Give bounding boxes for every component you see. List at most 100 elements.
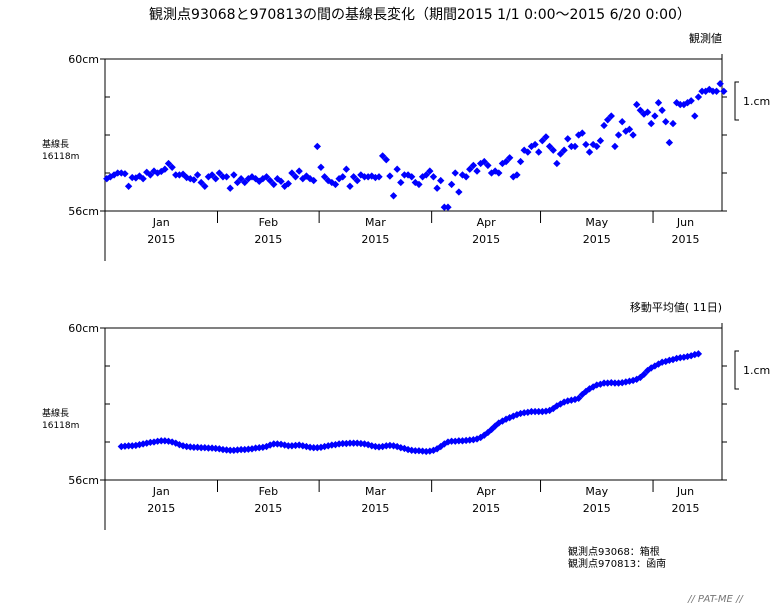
data-point — [212, 175, 220, 183]
data-point — [451, 169, 459, 177]
data-point — [556, 150, 565, 158]
panel-title: 観測値 — [689, 31, 722, 45]
data-point — [237, 175, 245, 183]
data-point — [611, 142, 619, 151]
scale-label: 1.cm — [743, 364, 770, 377]
year-label: 2015 — [672, 233, 700, 246]
data-point — [480, 157, 488, 166]
year-label: 2015 — [254, 233, 282, 246]
data-point — [295, 167, 303, 175]
ytick-label-top: 60cm — [68, 322, 99, 335]
data-point — [215, 169, 224, 177]
month-label: Jun — [676, 216, 694, 229]
data-point — [447, 180, 456, 189]
data-point — [665, 138, 674, 147]
data-point — [582, 140, 590, 149]
data-point — [433, 184, 441, 192]
data-point — [375, 173, 383, 181]
panel-title: 移動平均値( 11日) — [630, 300, 722, 314]
year-label: 2015 — [254, 502, 282, 515]
year-label: 2015 — [583, 502, 611, 515]
data-point — [578, 129, 586, 137]
data-point — [386, 172, 394, 180]
ytick-label-bottom: 56cm — [68, 474, 99, 487]
data-point — [164, 159, 173, 168]
data-point — [495, 169, 503, 177]
year-label: 2015 — [472, 233, 500, 246]
data-point — [208, 171, 216, 179]
data-point — [614, 131, 623, 139]
data-point — [545, 142, 554, 151]
pat-me-logo: // PAT-ME // — [687, 594, 744, 605]
data-point — [429, 173, 438, 181]
ytick-label-top: 60cm — [68, 53, 99, 66]
y-axis-label: 基線長 — [42, 138, 69, 150]
station-2-label: 観測点970813：函南 — [568, 557, 666, 570]
data-point — [320, 173, 329, 181]
data-point — [408, 173, 416, 181]
data-point — [146, 171, 155, 179]
data-point — [222, 173, 231, 181]
year-label: 2015 — [147, 233, 175, 246]
data-point — [535, 148, 543, 156]
chart-title: 観測点93068と970813の間の基線長変化（期間2015 1/1 0:00〜… — [149, 6, 691, 23]
data-point — [564, 135, 572, 143]
data-point — [618, 118, 626, 126]
month-label: May — [585, 485, 608, 498]
data-point — [226, 184, 234, 192]
data-point — [124, 182, 133, 190]
data-point — [342, 165, 351, 173]
data-point — [600, 121, 608, 130]
data-point — [168, 163, 176, 171]
data-point — [694, 350, 703, 358]
data-point — [524, 148, 532, 156]
y-axis-sublabel: 16118m — [42, 152, 79, 162]
data-point — [262, 173, 271, 181]
data-point — [121, 170, 129, 178]
data-point — [669, 119, 677, 128]
data-point — [640, 370, 648, 379]
data-point — [633, 100, 641, 109]
ytick-label-bottom: 56cm — [68, 205, 99, 218]
y-axis-label: 基線長 — [42, 407, 69, 419]
data-point — [625, 125, 634, 133]
data-point — [571, 142, 579, 151]
year-label: 2015 — [672, 502, 700, 515]
data-point — [437, 176, 445, 185]
data-point — [553, 159, 561, 168]
data-point — [266, 176, 274, 185]
data-point — [560, 146, 568, 154]
year-label: 2015 — [583, 233, 611, 246]
month-label: Apr — [477, 485, 497, 498]
data-point — [549, 146, 557, 154]
station-1-label: 観測点93068：箱根 — [568, 545, 660, 558]
month-label: Mar — [365, 485, 386, 498]
data-point — [694, 93, 703, 101]
data-point — [531, 140, 539, 149]
data-point — [317, 163, 325, 171]
data-point — [389, 192, 398, 200]
chart-panel-2: 移動平均値( 11日) 60cm 56cm 基線長 16118m 1.cm Jan 2015 F… — [42, 300, 770, 530]
year-label: 2015 — [361, 502, 389, 515]
data-point — [397, 178, 405, 187]
data-point — [603, 116, 612, 124]
data-point — [574, 394, 583, 402]
data-point — [647, 119, 655, 128]
data-point — [291, 173, 300, 181]
year-label: 2015 — [472, 502, 500, 515]
year-label: 2015 — [361, 233, 389, 246]
data-point — [349, 173, 358, 181]
data-point — [596, 137, 605, 145]
data-point — [720, 87, 728, 95]
data-point — [197, 178, 205, 187]
month-label: Mar — [365, 216, 386, 229]
data-point — [629, 131, 637, 139]
data-point — [716, 80, 724, 88]
month-label: Jan — [152, 216, 170, 229]
data-point — [284, 179, 292, 188]
data-point — [201, 182, 209, 190]
scale-label: 1.cm — [743, 95, 770, 108]
data-point — [662, 118, 670, 126]
data-point — [462, 173, 470, 181]
month-label: Jun — [676, 485, 694, 498]
